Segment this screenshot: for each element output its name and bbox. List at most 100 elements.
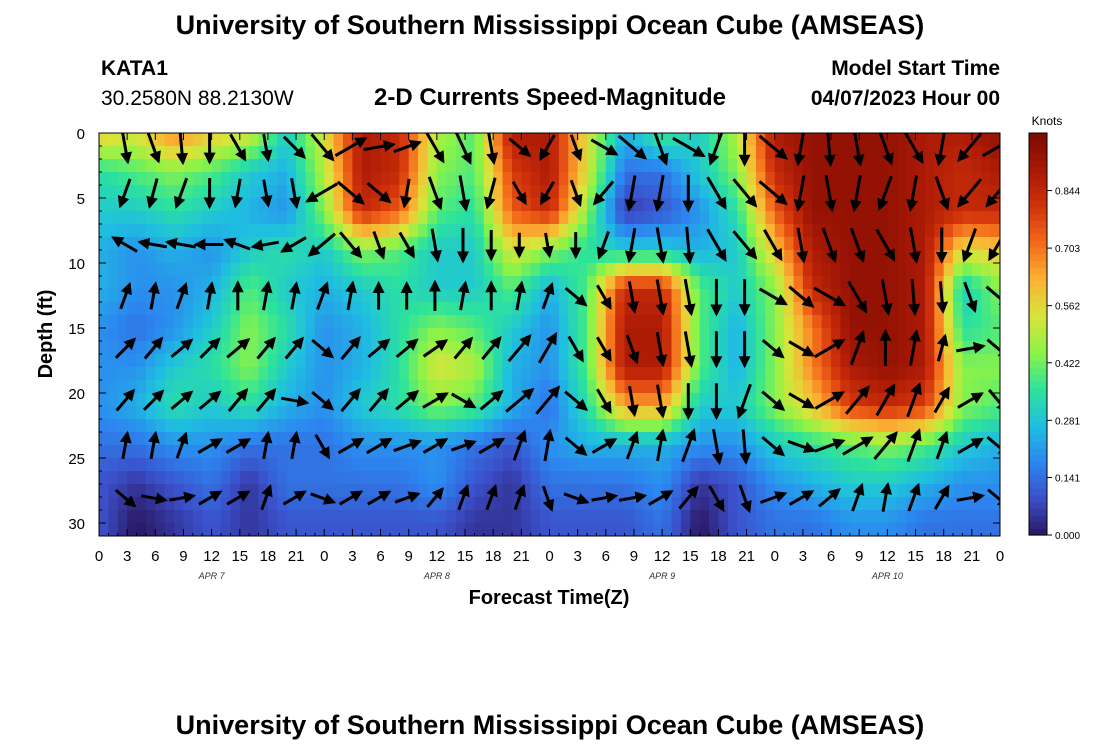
heat-cell — [549, 341, 560, 355]
heat-cell — [380, 367, 391, 381]
heat-cell — [296, 445, 307, 459]
heat-cell — [164, 146, 175, 160]
heat-cell — [596, 263, 607, 277]
current-vector-arrow — [535, 385, 561, 415]
heat-cell — [343, 458, 354, 472]
heat-cell — [934, 237, 945, 251]
heat-cell — [192, 354, 203, 368]
heat-cell — [145, 224, 156, 238]
heat-cell — [784, 172, 795, 186]
heat-cell — [802, 458, 813, 472]
heat-cell — [709, 172, 720, 186]
heat-cell — [596, 445, 607, 459]
heat-cell — [408, 237, 419, 251]
heat-cell — [558, 133, 569, 147]
heat-cell — [361, 484, 372, 498]
y-tick-label: 15 — [68, 321, 85, 338]
heat-cell — [821, 341, 832, 355]
heat-cell — [192, 458, 203, 472]
heat-cell — [934, 289, 945, 303]
heat-cell — [915, 224, 926, 238]
heat-cell — [145, 510, 156, 524]
heat-cell — [352, 224, 363, 238]
heat-cell — [652, 458, 663, 472]
heat-cell — [596, 484, 607, 498]
heat-cell — [145, 341, 156, 355]
heat-cell — [859, 224, 870, 238]
heat-cell — [521, 406, 532, 420]
heat-cell — [765, 380, 776, 394]
heat-cell — [943, 406, 954, 420]
x-tick-label: 15 — [457, 548, 474, 565]
heat-cell — [305, 393, 316, 407]
heat-cell — [868, 341, 879, 355]
heat-cell — [239, 380, 250, 394]
heat-cell — [746, 146, 757, 160]
heat-cell — [230, 263, 241, 277]
heat-cell — [971, 315, 982, 329]
heat-cell — [849, 354, 860, 368]
heat-cell — [896, 146, 907, 160]
heat-cell — [258, 341, 269, 355]
heat-cell — [812, 419, 823, 433]
heat-cell — [849, 523, 860, 536]
current-vector-arrow — [672, 136, 706, 158]
heat-cell — [314, 198, 325, 212]
heat-cell — [446, 276, 457, 290]
heat-cell — [877, 510, 888, 524]
current-vector-arrow — [569, 179, 583, 208]
heat-cell — [267, 445, 278, 459]
heat-cell — [455, 419, 466, 433]
heat-cell — [906, 341, 917, 355]
heat-cell — [418, 159, 429, 173]
heat-cell — [202, 159, 213, 173]
heat-cell — [981, 133, 992, 147]
heat-cell — [755, 510, 766, 524]
heat-cell — [267, 315, 278, 329]
heat-cell — [314, 185, 325, 199]
heat-cell — [389, 471, 400, 485]
heat-cell — [436, 497, 447, 511]
heat-cell — [699, 159, 710, 173]
heat-cell — [192, 159, 203, 173]
heat-cell — [624, 471, 635, 485]
current-vector-arrow — [683, 331, 696, 368]
heat-cell — [155, 406, 166, 420]
y-tick-label: 10 — [68, 256, 85, 273]
y-tick-label: 20 — [68, 386, 85, 403]
heat-cell — [530, 393, 541, 407]
current-vector-arrow — [652, 174, 665, 213]
heat-cell — [718, 224, 729, 238]
heat-cell — [427, 432, 438, 446]
heat-cell — [784, 159, 795, 173]
heat-cell — [99, 276, 109, 290]
heat-cell — [624, 224, 635, 238]
heat-cell — [596, 367, 607, 381]
heat-cell — [521, 172, 532, 186]
colorbar-segment — [1029, 441, 1047, 449]
heat-cell — [455, 406, 466, 420]
current-vector-arrow — [539, 134, 556, 162]
heat-cell — [596, 302, 607, 316]
heat-cell — [493, 133, 504, 147]
heat-cell — [746, 445, 757, 459]
heat-cell — [99, 211, 109, 225]
heat-cell — [549, 523, 560, 536]
heat-cell — [183, 289, 194, 303]
vector-layer — [111, 133, 1000, 514]
heat-cell — [465, 432, 476, 446]
heat-cell — [924, 341, 935, 355]
heat-cell — [737, 419, 748, 433]
heat-cell — [943, 276, 954, 290]
heat-cell — [643, 393, 654, 407]
current-vector-arrow — [824, 174, 837, 213]
heat-cell — [221, 367, 231, 381]
current-vector-arrow — [596, 230, 610, 260]
heat-cell — [333, 354, 344, 368]
heat-cell — [615, 432, 626, 446]
current-vector-arrow — [372, 230, 386, 260]
heat-cell — [774, 484, 785, 498]
heat-cell — [361, 289, 372, 303]
heat-cell — [840, 198, 851, 212]
heat-cell — [333, 198, 344, 212]
